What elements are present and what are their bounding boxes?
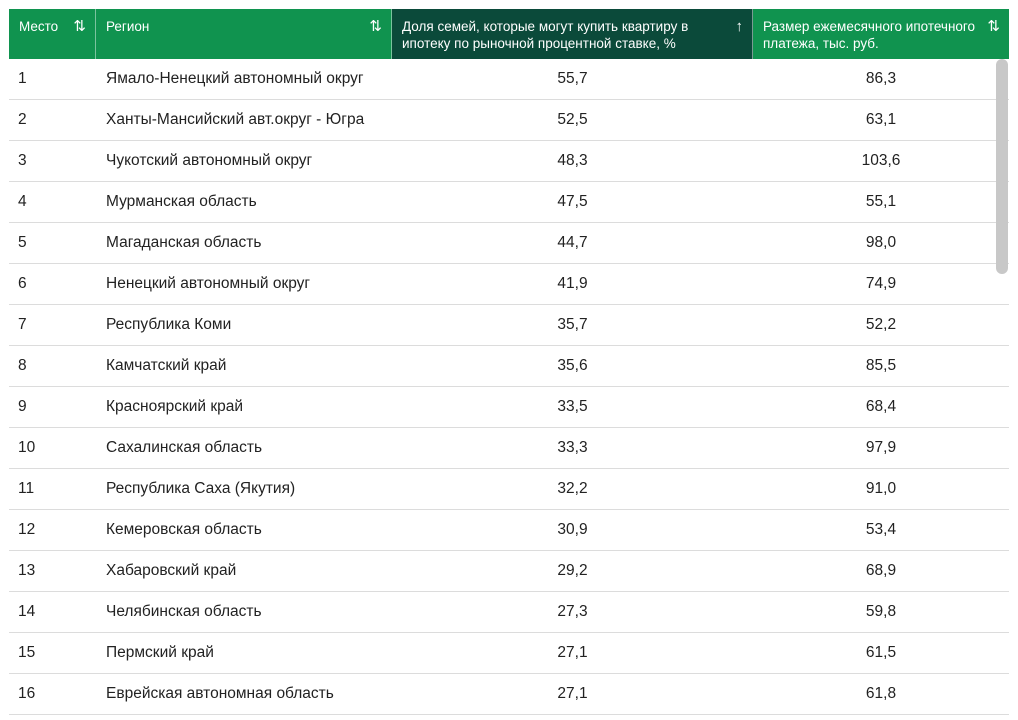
ranking-table: Место ⇅ Регион ⇅ Доля семей, которые мог… [9,9,1009,715]
share-cell: 30,9 [557,521,588,538]
table-row: 3 Чукотский автономный округ 48,3 103,6 [9,141,1009,182]
share-cell: 33,3 [557,439,588,456]
table-row: 9 Красноярский край 33,5 68,4 [9,387,1009,428]
payment-cell: 61,8 [865,685,897,702]
region-cell: Хабаровский край [106,562,237,579]
place-cell: 2 [18,111,27,128]
sort-both-icon[interactable]: ⇅ [73,18,86,35]
payment-cell: 59,8 [865,603,897,620]
table-row: 16 Еврейская автономная область 27,1 61,8 [9,674,1009,715]
column-header-share[interactable]: Доля семей, которые могут купить квартир… [392,9,753,59]
table-row: 15 Пермский край 27,1 61,5 [9,633,1009,674]
share-cell: 35,6 [557,357,588,374]
column-header-place[interactable]: Место ⇅ [9,9,96,59]
share-cell: 47,5 [557,193,588,210]
share-cell: 27,1 [557,644,588,661]
sort-both-icon[interactable]: ⇅ [987,18,1000,35]
table-row: 5 Магаданская область 44,7 98,0 [9,223,1009,264]
payment-cell: 91,0 [865,480,897,497]
place-cell: 4 [18,193,27,210]
payment-cell: 98,0 [865,234,897,251]
region-cell: Кемеровская область [106,521,262,538]
table-row: 8 Камчатский край 35,6 85,5 [9,346,1009,387]
place-cell: 3 [18,152,27,169]
place-cell: 16 [18,685,36,702]
region-cell: Ханты-Мансийский авт.округ - Югра [106,111,365,128]
column-header-label: Место [19,19,59,34]
share-cell: 44,7 [557,234,588,251]
region-cell: Пермский край [106,644,214,661]
share-cell: 32,2 [557,480,588,497]
share-cell: 27,3 [557,603,588,620]
column-header-label: Доля семей, которые могут купить квартир… [402,19,689,51]
payment-cell: 68,4 [865,398,897,415]
sort-both-icon[interactable]: ⇅ [369,18,382,35]
payment-cell: 97,9 [865,439,897,456]
table-row: 14 Челябинская область 27,3 59,8 [9,592,1009,633]
region-cell: Красноярский край [106,398,244,415]
column-header-label: Регион [106,19,150,34]
payment-cell: 52,2 [865,316,897,333]
place-cell: 12 [18,521,36,538]
payment-cell: 61,5 [865,644,897,661]
share-cell: 33,5 [557,398,588,415]
region-cell: Республика Коми [106,316,232,333]
place-cell: 13 [18,562,36,579]
place-cell: 5 [18,234,27,251]
region-cell: Республика Саха (Якутия) [106,480,296,497]
share-cell: 55,7 [557,70,588,87]
region-cell: Магаданская область [106,234,262,251]
region-cell: Челябинская область [106,603,262,620]
region-cell: Ямало-Ненецкий автономный округ [106,70,364,87]
payment-cell: 68,9 [865,562,897,579]
share-cell: 52,5 [557,111,588,128]
region-cell: Чукотский автономный округ [106,152,313,169]
payment-cell: 53,4 [865,521,897,538]
table-row: 1 Ямало-Ненецкий автономный округ 55,7 86,3 [9,59,1009,100]
table-row: 4 Мурманская область 47,5 55,1 [9,182,1009,223]
place-cell: 10 [18,439,36,456]
region-cell: Еврейская автономная область [106,685,334,702]
share-cell: 41,9 [557,275,588,292]
share-cell: 35,7 [557,316,588,333]
place-cell: 7 [18,316,27,333]
share-cell: 29,2 [557,562,588,579]
table-row: 7 Республика Коми 35,7 52,2 [9,305,1009,346]
place-cell: 15 [18,644,36,661]
region-cell: Ненецкий автономный округ [106,275,311,292]
column-header-label: Размер ежемесячного ипотечного платежа, … [763,19,976,51]
payment-cell: 55,1 [865,193,897,210]
sort-ascending-icon[interactable]: ↑ [735,18,743,35]
place-cell: 9 [18,398,27,415]
payment-cell: 103,6 [861,152,901,169]
region-cell: Мурманская область [106,193,257,210]
place-cell: 14 [18,603,36,620]
place-cell: 8 [18,357,27,374]
payment-cell: 74,9 [865,275,897,292]
table-row: 13 Хабаровский край 29,2 68,9 [9,551,1009,592]
share-cell: 48,3 [557,152,588,169]
column-header-region[interactable]: Регион ⇅ [96,9,392,59]
table-header: Место ⇅ Регион ⇅ Доля семей, которые мог… [9,9,1009,59]
table-row: 10 Сахалинская область 33,3 97,9 [9,428,1009,469]
table-body: 1 Ямало-Ненецкий автономный округ 55,7 86,3… [9,59,1009,715]
region-cell: Камчатский край [106,357,227,374]
place-cell: 11 [18,480,35,497]
column-header-payment[interactable]: Размер ежемесячного ипотечного платежа, … [753,9,1009,59]
table-row: 12 Кемеровская область 30,9 53,4 [9,510,1009,551]
place-cell: 6 [18,275,27,292]
payment-cell: 63,1 [865,111,897,128]
region-cell: Сахалинская область [106,439,263,456]
payment-cell: 86,3 [865,70,897,87]
table-row: 2 Ханты-Мансийский авт.округ - Югра 52,5 63… [9,100,1009,141]
payment-cell: 85,5 [865,357,897,374]
scrollbar[interactable] [996,59,1008,274]
share-cell: 27,1 [557,685,588,702]
table-row: 6 Ненецкий автономный округ 41,9 74,9 [9,264,1009,305]
table-row: 11 Республика Саха (Якутия) 32,2 91,0 [9,469,1009,510]
place-cell: 1 [18,70,27,87]
